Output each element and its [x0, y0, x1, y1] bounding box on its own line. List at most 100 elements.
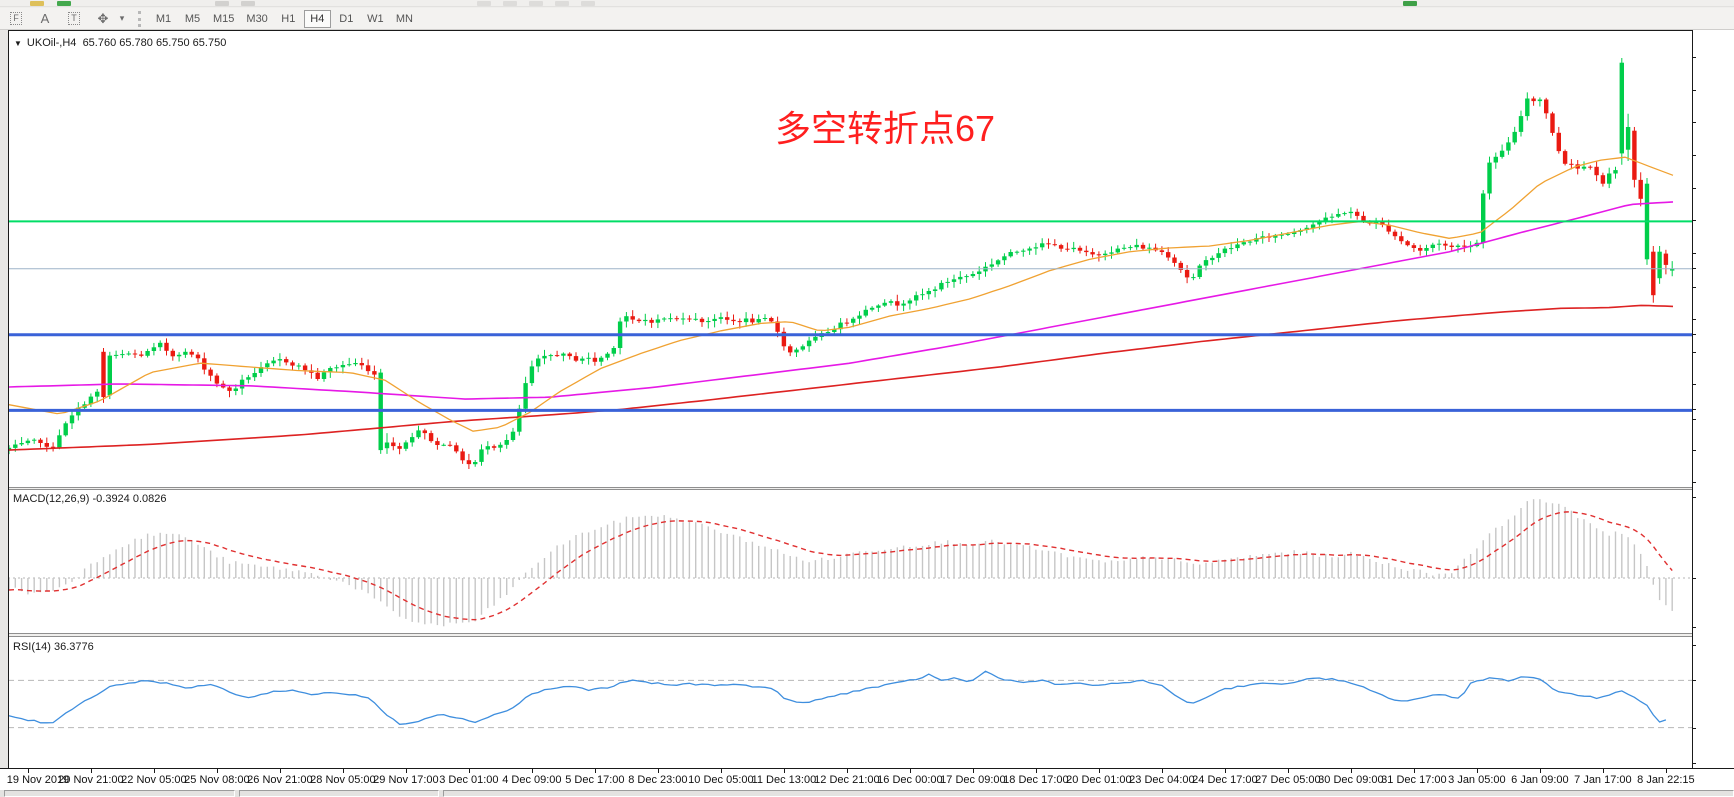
macd-panel[interactable]	[8, 490, 1692, 633]
toolbar-fragment	[529, 1, 543, 6]
time-axis-tick	[1602, 769, 1604, 773]
arrange-arrows-icon[interactable]: ✥	[97, 10, 109, 26]
time-axis-tick	[657, 769, 659, 773]
price-scale-tick	[1692, 57, 1696, 58]
time-axis-tick	[468, 769, 470, 773]
time-axis-tick	[405, 769, 407, 773]
plot-right-border	[1692, 30, 1693, 768]
time-axis-label: 4 Dec 09:00	[502, 774, 562, 786]
price-scale-tick	[1692, 268, 1696, 269]
macd-canvas[interactable]	[8, 490, 1692, 633]
text-object-icon[interactable]: T	[61, 9, 87, 29]
time-axis-label: 29 Nov 17:00	[373, 774, 439, 786]
time-axis-tick	[531, 769, 533, 773]
time-axis-label: 16 Dec 00:00	[877, 774, 943, 786]
chart-text-annotation[interactable]: 多空转折点67	[775, 108, 996, 149]
price-scale-tick	[1692, 334, 1696, 335]
time-axis-label: 6 Jan 09:00	[1511, 774, 1569, 786]
time-axis-tick	[783, 769, 785, 773]
time-axis-label: 17 Dec 09:00	[940, 774, 1006, 786]
price-scale-tick	[1692, 90, 1696, 91]
time-axis-label: 18 Dec 17:00	[1003, 774, 1069, 786]
time-axis-label: 5 Dec 17:00	[565, 774, 625, 786]
rsi-canvas[interactable]	[8, 637, 1692, 768]
timeframe-group: M1 M5 M15 M30 H1 H4 D1 W1 MN	[149, 9, 419, 28]
price-scale-tick	[1692, 419, 1696, 420]
time-axis-label: 20 Dec 01:00	[1066, 774, 1132, 786]
time-axis-tick	[342, 769, 344, 773]
rsi-scale-tick	[1692, 728, 1696, 729]
time-axis-tick	[1161, 769, 1163, 773]
price-axis[interactable]: 71.32570.45069.60068.72567.85067.00066.1…	[1692, 30, 1734, 768]
price-scale-tick	[1692, 409, 1696, 410]
time-axis-label: 7 Jan 17:00	[1574, 774, 1632, 786]
price-scale-tick	[1692, 188, 1696, 189]
time-axis-label: 27 Dec 05:00	[1255, 774, 1321, 786]
plot-left-border	[8, 30, 9, 768]
time-axis-tick	[216, 769, 218, 773]
panel-divider-rsi[interactable]	[8, 633, 1734, 637]
text-object-icon-glyph: T	[68, 12, 80, 25]
timeframe-button-h4[interactable]: H4	[303, 9, 331, 28]
time-axis-label: 3 Jan 05:00	[1448, 774, 1506, 786]
timeframe-button-d1[interactable]: D1	[339, 12, 354, 25]
price-scale-tick	[1692, 319, 1696, 320]
time-axis-label: 20 Nov 21:00	[58, 774, 124, 786]
font-a-icon[interactable]: A	[40, 11, 50, 26]
candlestick-canvas[interactable]	[8, 31, 1692, 487]
time-axis[interactable]: 19 Nov 2019 20 Nov 21:00 22 Nov 05:00 25 No…	[0, 768, 1734, 790]
time-axis-label: 11 Dec 13:00	[751, 774, 817, 786]
grid-f-icon[interactable]: F	[3, 9, 29, 29]
toolbar-fragment	[581, 1, 595, 6]
toolbar-fragment	[1403, 1, 1417, 6]
price-scale-tick	[1692, 482, 1696, 483]
time-axis-label: 24 Dec 17:00	[1192, 774, 1258, 786]
time-axis-tick	[972, 769, 974, 773]
time-axis-label: 8 Dec 23:00	[628, 774, 688, 786]
toolbar-fragment	[30, 1, 44, 6]
time-axis-label: 26 Nov 21:00	[247, 774, 313, 786]
time-axis-label: 10 Dec 05:00	[688, 774, 754, 786]
macd-scale-tick	[1692, 497, 1696, 498]
price-scale-tick	[1692, 155, 1696, 156]
window-left-gutter	[0, 30, 8, 797]
status-segment	[239, 790, 439, 797]
price-scale-tick	[1692, 220, 1696, 221]
dropdown-caret-icon[interactable]: ▾	[119, 13, 125, 23]
time-axis-tick	[153, 769, 155, 773]
time-axis-tick	[1287, 769, 1289, 773]
status-segment	[442, 790, 1734, 797]
time-axis-label: 12 Dec 21:00	[814, 774, 880, 786]
timeframe-button-m5[interactable]: M5	[184, 12, 201, 25]
time-axis-tick	[1350, 769, 1352, 773]
time-axis-tick	[1413, 769, 1415, 773]
panel-divider-macd[interactable]	[8, 487, 1734, 490]
price-scale-tick	[1692, 122, 1696, 123]
price-scale-tick	[1692, 352, 1696, 353]
time-axis-label: 8 Jan 22:15	[1637, 774, 1695, 786]
time-axis-label: 28 Nov 05:00	[310, 774, 376, 786]
timeframe-button-m1[interactable]: M1	[155, 12, 172, 25]
time-axis-tick	[1476, 769, 1478, 773]
toolbar-fragment	[555, 1, 569, 6]
timeframe-button-m15[interactable]: M15	[213, 12, 235, 25]
time-axis-tick	[1539, 769, 1541, 773]
time-axis-tick	[279, 769, 281, 773]
toolbar-fragment	[57, 1, 71, 6]
timeframe-button-h1[interactable]: H1	[281, 12, 296, 25]
time-axis-label: 25 Nov 08:00	[184, 774, 250, 786]
rsi-panel[interactable]	[8, 637, 1692, 768]
toolbar-fragment	[215, 1, 229, 6]
timeframe-button-mn[interactable]: MN	[395, 12, 413, 25]
time-axis-label: 3 Dec 01:00	[439, 774, 499, 786]
timeframe-button-w1[interactable]: W1	[367, 12, 384, 25]
macd-scale-tick	[1692, 578, 1696, 579]
time-axis-tick	[720, 769, 722, 773]
timeframe-button-m30[interactable]: M30	[246, 12, 268, 25]
price-scale-tick	[1692, 450, 1696, 451]
status-segment	[4, 790, 236, 797]
macd-scale-tick	[1692, 627, 1696, 628]
price-chart-panel[interactable]	[8, 30, 1692, 487]
rsi-scale-tick	[1692, 763, 1696, 764]
